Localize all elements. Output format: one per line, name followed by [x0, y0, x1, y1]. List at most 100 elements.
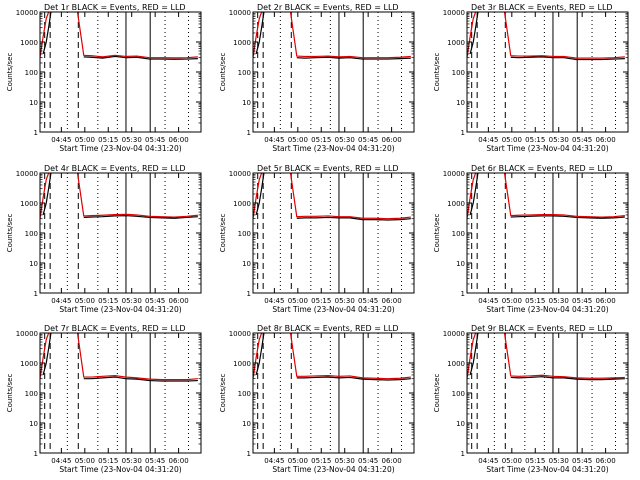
- x-tick-label: 04:45: [264, 136, 284, 144]
- series-events: [296, 376, 411, 381]
- x-tick-label: 05:45: [572, 297, 592, 305]
- y-tick-label: 100: [452, 69, 465, 77]
- y-tick-label: 1000: [233, 200, 251, 208]
- series-events: [42, 12, 52, 55]
- series-events: [469, 12, 479, 55]
- y-tick-label: 100: [25, 230, 38, 238]
- x-tick-label: 05:30: [549, 457, 569, 465]
- series-lld: [253, 333, 263, 379]
- x-tick-label: 05:15: [525, 297, 545, 305]
- series-events: [83, 215, 198, 219]
- y-tick-label: 10: [29, 99, 38, 107]
- x-tick-label: 05:30: [335, 297, 355, 305]
- x-tick-label: 05:15: [311, 457, 331, 465]
- y-tick-label: 10: [242, 260, 251, 268]
- y-tick-label: 10000: [443, 330, 465, 338]
- x-tick-label: 04:45: [51, 136, 71, 144]
- y-tick-label: 1000: [233, 360, 251, 368]
- series-lld: [289, 333, 411, 380]
- series-lld: [76, 333, 198, 381]
- x-axis-label: Start Time (23-Nov-04 04:31:20): [486, 305, 608, 314]
- y-tick-label: 1000: [20, 360, 38, 368]
- x-tick-label: 05:30: [549, 136, 569, 144]
- series-events: [469, 333, 479, 376]
- y-tick-label: 10: [456, 260, 465, 268]
- x-tick-label: 06:00: [596, 297, 616, 305]
- x-tick-label: 05:00: [75, 457, 95, 465]
- x-tick-label: 05:45: [358, 297, 378, 305]
- x-tick-label: 05:00: [75, 297, 95, 305]
- plot-frame: [39, 332, 202, 454]
- series-events: [255, 173, 265, 216]
- y-tick-label: 10000: [443, 170, 465, 178]
- series-lld: [40, 333, 50, 379]
- y-tick-label: 10000: [443, 9, 465, 17]
- plot-frame: [39, 11, 202, 133]
- x-tick-label: 05:30: [122, 136, 142, 144]
- x-tick-label: 05:45: [145, 297, 165, 305]
- x-axis-label: Start Time (23-Nov-04 04:31:20): [486, 465, 608, 474]
- plot-frame: [252, 11, 415, 133]
- x-tick-label: 05:45: [572, 136, 592, 144]
- x-tick-label: 06:00: [169, 457, 189, 465]
- x-tick-label: 06:00: [382, 297, 402, 305]
- x-axis-label: Start Time (23-Nov-04 04:31:20): [59, 144, 181, 153]
- x-tick-label: 05:30: [122, 457, 142, 465]
- x-tick-label: 06:00: [382, 136, 402, 144]
- x-tick-label: 06:00: [382, 457, 402, 465]
- series-events: [296, 216, 411, 221]
- y-tick-label: 100: [25, 390, 38, 398]
- panel-det-6: Det 6r BLACK = Events, RED = LLD 1 10 100 10…: [433, 164, 629, 314]
- x-tick-label: 05:45: [358, 457, 378, 465]
- plot-frame: [252, 332, 415, 454]
- x-axis-label: Start Time (23-Nov-04 04:31:20): [272, 144, 394, 153]
- x-tick-label: 05:00: [75, 136, 95, 144]
- y-tick-label: 100: [452, 390, 465, 398]
- panel-title: Det 7r BLACK = Events, RED = LLD: [44, 324, 186, 333]
- series-events: [296, 56, 411, 60]
- x-tick-label: 05:15: [311, 297, 331, 305]
- y-tick-label: 10: [29, 260, 38, 268]
- y-tick-label: 1: [34, 129, 38, 137]
- y-tick-label: 10000: [16, 170, 38, 178]
- series-lld: [253, 173, 263, 219]
- series-lld: [40, 173, 50, 219]
- y-tick-label: 100: [452, 230, 465, 238]
- series-lld: [76, 12, 198, 59]
- series-lld: [467, 333, 477, 379]
- series-lld: [503, 173, 625, 218]
- panel-det-8: Det 8r BLACK = Events, RED = LLD 1 10 100 10…: [219, 324, 415, 474]
- x-axis-label: Start Time (23-Nov-04 04:31:20): [59, 305, 181, 314]
- x-tick-label: 06:00: [169, 136, 189, 144]
- y-axis-label: Counts/sec: [433, 374, 441, 413]
- y-axis-label: Counts/sec: [433, 53, 441, 92]
- panel-det-7: Det 7r BLACK = Events, RED = LLD 1 10 100 10…: [6, 324, 202, 474]
- series-events: [510, 56, 625, 61]
- y-axis-label: Counts/sec: [6, 214, 14, 253]
- x-tick-label: 05:45: [145, 136, 165, 144]
- panel-title: Det 1r BLACK = Events, RED = LLD: [44, 3, 186, 12]
- panel-det-5: Det 5r BLACK = Events, RED = LLD 1 10 100 10…: [219, 164, 415, 314]
- y-tick-label: 1000: [20, 39, 38, 47]
- y-axis-label: Counts/sec: [433, 214, 441, 253]
- y-tick-label: 1: [247, 290, 251, 298]
- panel-title: Det 9r BLACK = Events, RED = LLD: [471, 324, 613, 333]
- panel-det-3: Det 3r BLACK = Events, RED = LLD 1 10 100 10…: [433, 3, 629, 153]
- y-tick-label: 10000: [16, 330, 38, 338]
- x-tick-label: 05:15: [311, 136, 331, 144]
- x-tick-label: 05:15: [525, 457, 545, 465]
- x-axis-label: Start Time (23-Nov-04 04:31:20): [272, 465, 394, 474]
- x-axis-label: Start Time (23-Nov-04 04:31:20): [486, 144, 608, 153]
- x-tick-label: 06:00: [169, 297, 189, 305]
- x-tick-label: 05:30: [335, 136, 355, 144]
- y-tick-label: 10: [242, 420, 251, 428]
- series-events: [42, 333, 52, 376]
- x-tick-label: 05:45: [572, 457, 592, 465]
- y-axis-label: Counts/sec: [219, 374, 227, 413]
- x-tick-label: 05:00: [288, 457, 308, 465]
- y-tick-label: 1: [34, 450, 38, 458]
- y-axis-label: Counts/sec: [6, 53, 14, 92]
- y-tick-label: 10000: [16, 9, 38, 17]
- panel-title: Det 2r BLACK = Events, RED = LLD: [257, 3, 399, 12]
